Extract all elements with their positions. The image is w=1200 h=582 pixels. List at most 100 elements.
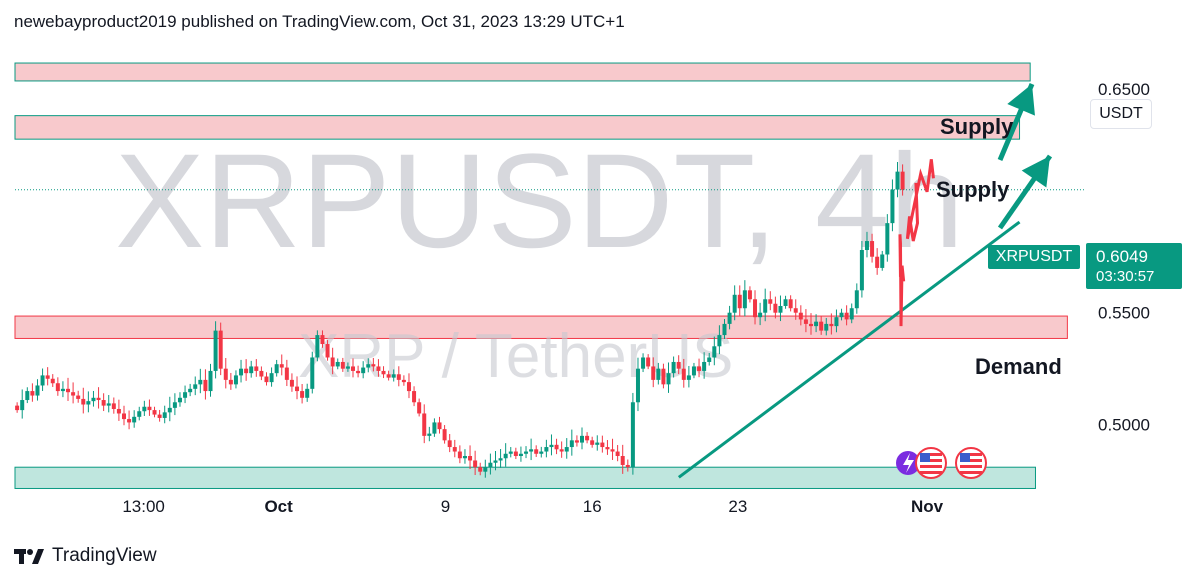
supply-zone-1[interactable] — [14, 115, 1021, 140]
candle-body — [330, 357, 335, 367]
candle-body — [417, 402, 422, 414]
candle-body — [60, 388, 65, 392]
forecast-layer[interactable] — [898, 83, 1053, 327]
candle-body — [340, 361, 345, 369]
candle-body — [895, 171, 900, 190]
target-arrow-lower-head[interactable] — [1021, 156, 1050, 188]
candle-body — [524, 451, 529, 454]
candle-body — [864, 241, 869, 251]
x-tick-label: 9 — [441, 497, 450, 516]
candle — [96, 387, 101, 409]
candle-body — [457, 451, 462, 459]
candle — [254, 359, 259, 377]
us-flag-event-icon[interactable] — [915, 447, 947, 479]
candle — [518, 446, 523, 462]
candle-body — [401, 379, 406, 383]
candle — [783, 295, 788, 309]
candle — [681, 358, 686, 388]
trend-line[interactable] — [677, 220, 1021, 479]
candle — [86, 391, 91, 413]
candle-body — [625, 464, 630, 468]
chart-area[interactable]: XRPUSDT, 4h XRP / TetherUS Supply Supply… — [0, 44, 1200, 528]
candle-body — [279, 364, 284, 368]
candle — [391, 369, 396, 382]
candle-body — [814, 321, 819, 327]
candle-body — [20, 400, 25, 411]
candle — [788, 295, 793, 312]
candle — [442, 425, 447, 444]
target-arrow-upper-head[interactable] — [1007, 84, 1035, 116]
candle — [213, 321, 218, 379]
candle-body — [376, 366, 381, 371]
candle — [666, 362, 671, 393]
candle — [121, 405, 126, 426]
candle-body — [681, 368, 686, 380]
watermark: XRPUSDT, 4h XRP / TetherUS — [115, 127, 964, 391]
candle-body — [361, 367, 366, 374]
candle-body — [86, 401, 91, 405]
candle — [503, 443, 508, 467]
candle — [834, 309, 839, 333]
candle — [646, 354, 651, 370]
candle-body — [493, 460, 498, 463]
candle-body — [498, 458, 503, 461]
candle-body — [345, 366, 350, 369]
candle — [432, 418, 437, 437]
candle — [803, 309, 808, 333]
candle-body — [452, 447, 457, 452]
candle — [656, 362, 661, 385]
candle — [564, 438, 569, 459]
candle — [900, 164, 905, 196]
candle — [600, 435, 605, 453]
candle — [712, 336, 717, 366]
candle — [295, 376, 300, 400]
candle-body — [844, 312, 849, 320]
candle-body — [239, 368, 244, 376]
supply-zone-0[interactable] — [14, 62, 1031, 82]
candle — [356, 365, 361, 378]
footer-brand[interactable]: TradingView — [52, 545, 157, 566]
trendline-layer[interactable] — [677, 220, 1021, 479]
candle — [737, 285, 742, 316]
event-icons[interactable] — [896, 447, 987, 479]
candle — [742, 280, 747, 317]
candle — [340, 357, 345, 372]
supply-label-upper: Supply — [940, 114, 1014, 139]
x-tick-label: Oct — [264, 497, 293, 516]
candle — [142, 400, 147, 416]
us-flag-event-icon-2[interactable] — [955, 447, 987, 479]
candle-body — [747, 290, 752, 300]
candle-body — [35, 385, 40, 396]
currency-unit-button[interactable]: USDT — [1090, 99, 1152, 129]
candle — [468, 445, 473, 469]
candle — [615, 445, 620, 462]
candle — [396, 366, 401, 387]
candle — [544, 439, 549, 458]
lightning-event-icon[interactable] — [896, 451, 920, 475]
candle-body — [809, 323, 814, 327]
y-tick-label: 0.5000 — [1098, 416, 1150, 435]
forecast_b-path[interactable] — [898, 234, 906, 327]
candle — [605, 440, 610, 455]
candle — [753, 290, 758, 325]
forecast_a-path[interactable] — [905, 159, 935, 242]
candle-body — [615, 451, 620, 457]
candle-body — [244, 368, 249, 374]
candle — [641, 353, 646, 373]
candle-body — [40, 375, 45, 386]
candle-body — [76, 395, 81, 399]
candle-body — [870, 241, 875, 257]
x-tick-label: 23 — [728, 497, 747, 516]
candle — [183, 385, 188, 404]
candle-body — [391, 374, 396, 378]
candle — [549, 434, 554, 456]
candle-body — [819, 321, 824, 331]
candle — [25, 387, 30, 404]
candle — [829, 313, 834, 335]
candle — [610, 438, 615, 460]
demand-zone-3[interactable] — [14, 466, 1036, 489]
candle-body — [630, 402, 635, 468]
tradingview-logo-icon[interactable] — [14, 547, 44, 565]
candle-body — [274, 364, 279, 374]
price-chart[interactable]: XRPUSDT, 4h XRP / TetherUS Supply Supply… — [0, 44, 1200, 528]
